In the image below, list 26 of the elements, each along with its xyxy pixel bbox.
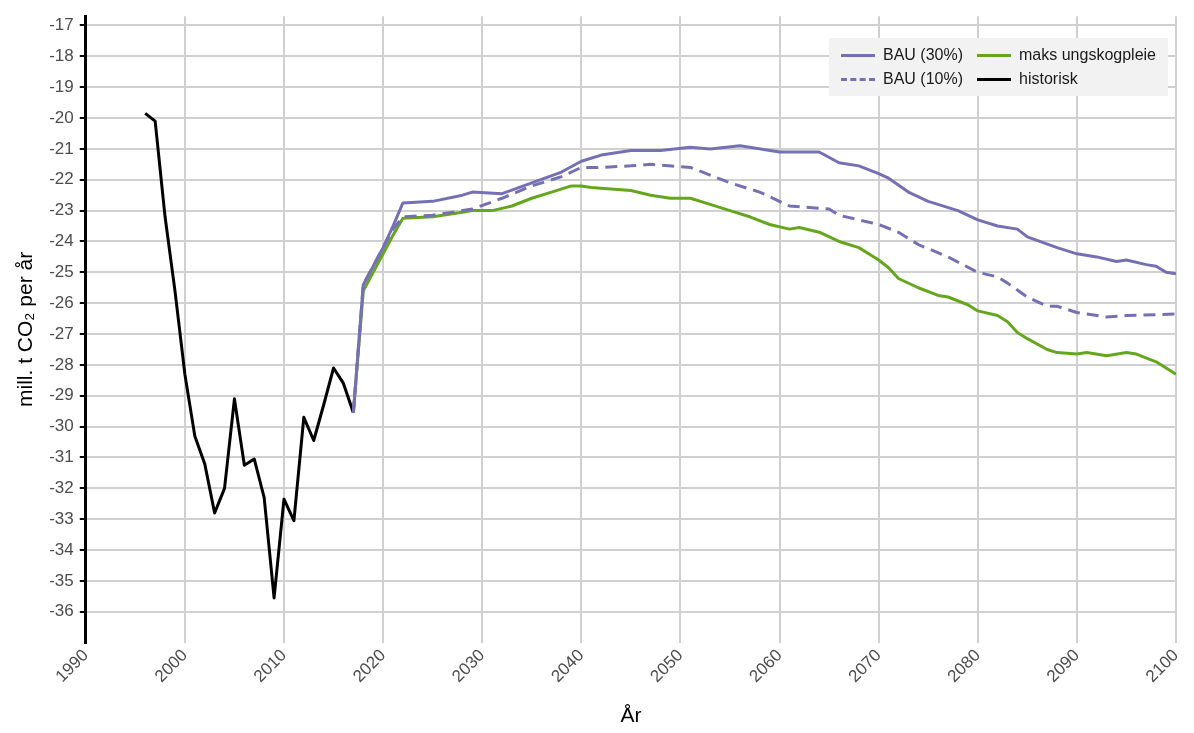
y-tick-label: -33 <box>49 508 74 528</box>
x-axis-title: År <box>620 703 642 727</box>
legend-label: maks ungskogpleie <box>1019 46 1156 65</box>
y-tick-label: -29 <box>49 385 74 405</box>
legend-label: BAU (10%) <box>883 70 964 89</box>
y-tick-label: -24 <box>49 231 74 251</box>
y-tick-label: -28 <box>49 354 74 374</box>
y-tick-label: -26 <box>49 292 74 312</box>
y-tick-label: -30 <box>49 416 74 436</box>
y-tick-label: -32 <box>49 478 74 498</box>
y-tick-label: -20 <box>49 107 74 127</box>
y-tick-label: -19 <box>49 76 74 96</box>
y-tick-label: -18 <box>49 46 74 65</box>
y-axis-title: mill. t CO₂ per år <box>13 251 37 408</box>
y-tick-label: -25 <box>49 262 74 282</box>
y-tick-label: -31 <box>49 447 74 467</box>
legend-label: historisk <box>1019 70 1078 89</box>
y-tick-label: -21 <box>49 138 74 158</box>
y-tick-label: -34 <box>49 539 74 559</box>
y-tick-label: -27 <box>49 323 74 343</box>
y-tick-label: -35 <box>49 570 74 590</box>
legend-label: BAU (30%) <box>883 46 964 65</box>
y-tick-label: -22 <box>49 169 74 189</box>
y-tick-label: -17 <box>49 15 74 35</box>
y-tick-label: -23 <box>49 200 74 220</box>
y-tick-label: -36 <box>49 601 74 621</box>
